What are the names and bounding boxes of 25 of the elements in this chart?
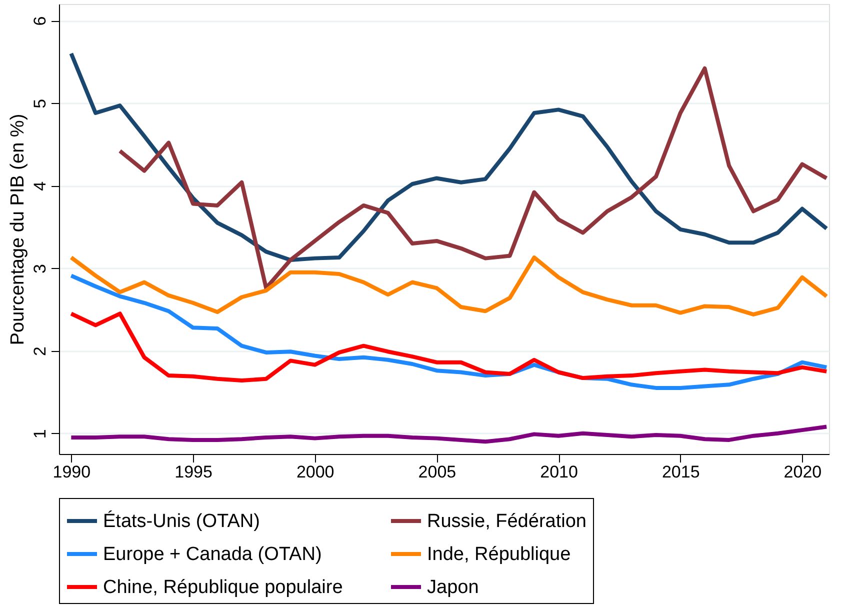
line-series [69,52,829,262]
y-axis-title: Pourcentage du PIB (en %) [8,114,28,346]
legend-label: États-Unis (OTAN) [103,510,260,532]
legend-label: Russie, Fédération [427,511,586,532]
legend-label: Inde, République [427,544,571,565]
x-tick-label: 2010 [540,462,578,482]
line-series [69,255,829,316]
x-tick-label: 2020 [784,462,822,482]
y-tick-label: 2 [30,346,50,356]
y-tick-label: 1 [30,429,50,439]
legend-label: Japon [427,577,479,598]
x-tick-label: 2015 [662,462,700,482]
x-tick-label: 1990 [52,462,91,482]
line-series [118,66,829,290]
x-tick-label: 2005 [418,462,456,482]
y-tick-label: 4 [30,181,50,191]
legend-label: Chine, République populaire [103,577,343,598]
x-tick-label: 1995 [174,462,212,482]
line-series [69,424,829,444]
y-tick-label: 6 [30,16,50,26]
legend-label: Europe + Canada (OTAN) [103,544,322,565]
x-tick-label: 2000 [296,462,334,482]
line-series [69,312,829,383]
y-tick-label: 5 [30,98,50,108]
y-tick-label: 3 [30,264,50,274]
